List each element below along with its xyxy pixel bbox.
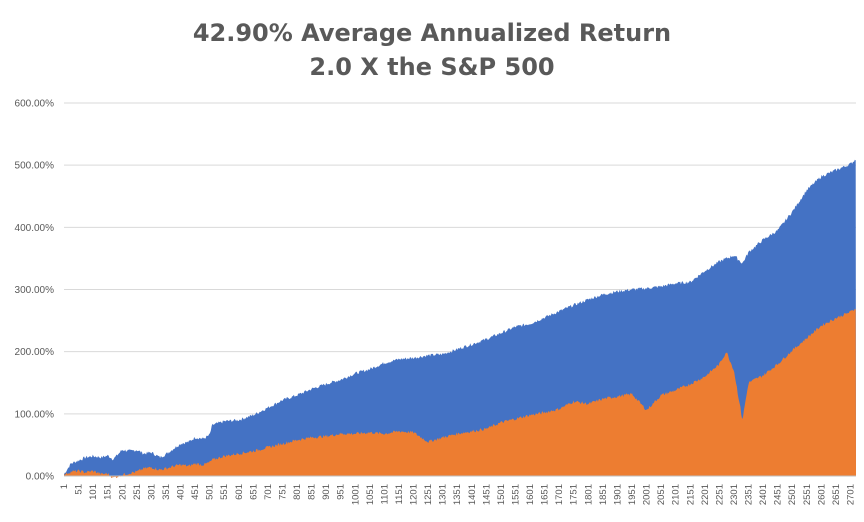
x-tick-label-25: 1251 — [423, 484, 434, 505]
chart-title-line-1: 42.90% Average Annualized Return — [193, 19, 671, 47]
y-tick-label-2: 200.00% — [15, 347, 55, 358]
x-tick-label-16: 801 — [292, 484, 303, 500]
x-tick-label-41: 2051 — [656, 484, 667, 505]
x-tick-label-3: 151 — [103, 484, 114, 500]
x-tick-label-53: 2651 — [831, 484, 842, 505]
y-tick-label-6: 600.00% — [15, 99, 55, 110]
x-tick-label-51: 2551 — [802, 484, 813, 505]
series-area-1 — [64, 308, 856, 479]
x-tick-label-48: 2401 — [758, 484, 769, 505]
x-tick-label-9: 451 — [190, 484, 201, 500]
x-tick-label-44: 2201 — [700, 484, 711, 505]
x-tick-label-38: 1901 — [612, 484, 623, 505]
x-tick-label-47: 2351 — [744, 484, 755, 505]
x-tick-label-20: 1001 — [350, 484, 361, 505]
y-axis-tick-labels: 0.00% 100.00% 200.00% 300.00% 400.00% 500.00%… — [15, 99, 55, 483]
x-tick-label-15: 751 — [278, 484, 289, 500]
x-tick-label-0: 1 — [59, 484, 70, 489]
x-tick-label-22: 1101 — [379, 484, 390, 504]
x-tick-label-12: 601 — [234, 484, 245, 500]
x-tick-label-32: 1601 — [525, 484, 536, 505]
x-tick-label-52: 2601 — [816, 484, 827, 505]
x-tick-label-29: 1451 — [481, 484, 492, 505]
chart-title-line-2: 2.0 X the S&P 500 — [309, 53, 554, 81]
x-tick-label-30: 1501 — [496, 484, 507, 505]
x-tick-label-24: 1201 — [409, 484, 420, 505]
x-tick-label-7: 351 — [161, 484, 172, 500]
x-tick-label-42: 2101 — [671, 484, 682, 505]
x-tick-label-34: 1701 — [554, 484, 565, 505]
x-tick-label-26: 1301 — [438, 484, 449, 505]
x-tick-label-19: 951 — [336, 484, 347, 500]
x-tick-label-13: 651 — [248, 484, 259, 500]
x-tick-label-54: 2701 — [846, 484, 857, 505]
x-tick-label-10: 501 — [205, 484, 216, 500]
x-tick-label-37: 1851 — [598, 484, 609, 505]
x-tick-label-40: 2001 — [642, 484, 653, 505]
y-tick-label-1: 100.00% — [15, 409, 55, 420]
x-tick-label-8: 401 — [176, 484, 187, 500]
x-tick-label-49: 2451 — [773, 484, 784, 505]
x-tick-label-31: 1551 — [511, 484, 522, 505]
x-tick-label-35: 1751 — [569, 484, 580, 505]
x-axis-tick-labels: 1 51 101 151 201 251 301 351 401 451 501 551 601 651 7… — [59, 484, 857, 505]
x-tick-label-17: 851 — [307, 484, 318, 500]
x-tick-label-39: 1951 — [627, 484, 638, 505]
x-tick-label-18: 901 — [321, 484, 332, 500]
series-areas — [64, 159, 856, 479]
y-tick-label-3: 300.00% — [15, 285, 55, 296]
x-tick-label-21: 1051 — [365, 484, 376, 505]
x-tick-label-33: 1651 — [540, 484, 551, 505]
x-tick-label-4: 201 — [117, 484, 128, 500]
y-tick-label-4: 400.00% — [15, 223, 55, 234]
x-tick-label-11: 551 — [219, 484, 230, 500]
x-tick-label-36: 1801 — [583, 484, 594, 505]
series-area-0 — [64, 159, 856, 476]
x-tick-label-50: 2501 — [787, 484, 798, 505]
x-tick-label-45: 2251 — [714, 484, 725, 505]
x-tick-label-23: 1151 — [394, 484, 405, 504]
x-tick-label-43: 2151 — [685, 484, 696, 505]
x-tick-label-46: 2301 — [729, 484, 740, 505]
y-tick-label-0: 0.00% — [26, 472, 54, 483]
x-tick-label-6: 301 — [146, 484, 157, 500]
x-tick-label-27: 1351 — [452, 484, 463, 505]
x-tick-label-5: 251 — [132, 484, 143, 500]
y-tick-label-5: 500.00% — [15, 161, 55, 172]
x-tick-label-28: 1401 — [467, 484, 478, 505]
x-tick-label-1: 51 — [74, 484, 85, 495]
x-tick-label-14: 701 — [263, 484, 274, 500]
x-tick-label-2: 101 — [88, 484, 99, 500]
